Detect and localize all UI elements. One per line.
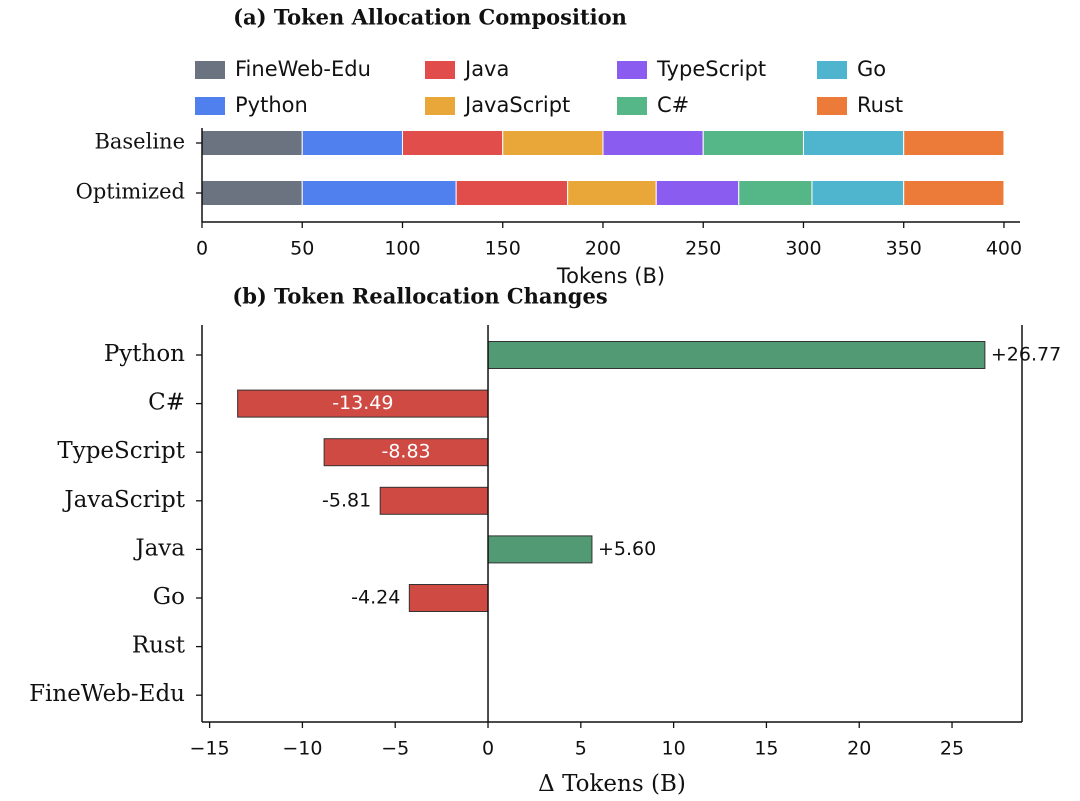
bar: [487, 535, 593, 564]
legend-label: JavaScript: [463, 93, 570, 117]
bar: [323, 438, 489, 467]
legend-label: C#: [657, 93, 689, 117]
y-tick-label: Baseline: [94, 130, 185, 154]
x-tick-label: −5: [381, 738, 409, 760]
value-label: +5.60: [598, 538, 656, 560]
x-tick-label: 25: [940, 738, 964, 760]
x-tick-label: 10: [662, 738, 686, 760]
x-tick-label: 50: [290, 238, 314, 260]
x-tick-label: 150: [485, 238, 521, 260]
legend-swatch: [817, 61, 847, 79]
x-axis-label: Δ Tokens (B): [538, 771, 686, 797]
x-tick-label: 0: [482, 738, 494, 760]
value-label: -8.83: [381, 441, 430, 463]
legend-swatch: [425, 97, 455, 115]
bar-segment: [455, 180, 569, 206]
x-tick-label: −15: [190, 738, 230, 760]
x-tick-label: 100: [384, 238, 420, 260]
legend-label: TypeScript: [656, 57, 766, 81]
legend-label: Rust: [857, 93, 903, 117]
bar: [237, 389, 489, 418]
y-tick-label: JavaScript: [62, 487, 185, 513]
bar-segment: [903, 180, 1005, 206]
legend-swatch: [617, 97, 647, 115]
bar-segment: [802, 130, 905, 156]
y-tick-label: C#: [148, 390, 185, 416]
bar-segment: [602, 130, 704, 156]
legend-label: Go: [857, 57, 886, 81]
bar: [487, 341, 986, 369]
bar-segment: [567, 180, 657, 206]
x-tick-label: 200: [585, 238, 621, 260]
y-tick-label: Optimized: [76, 180, 185, 204]
y-tick-label: Python: [104, 341, 185, 367]
legend-label: Python: [235, 93, 308, 117]
x-tick-label: 20: [847, 738, 871, 760]
chart-title: (a) Token Allocation Composition: [233, 5, 627, 30]
y-tick-label: TypeScript: [57, 438, 185, 464]
x-tick-label: 15: [754, 738, 778, 760]
bar-segment: [301, 180, 457, 206]
x-tick-label: 400: [986, 238, 1022, 260]
x-axis-label: Tokens (B): [556, 264, 665, 288]
x-tick-label: 350: [886, 238, 922, 260]
bar-segment: [702, 130, 804, 156]
y-tick-label: Java: [133, 535, 185, 561]
x-tick-label: 250: [685, 238, 721, 260]
x-tick-label: 0: [196, 238, 208, 260]
y-tick-label: Go: [153, 584, 185, 610]
legend-label: FineWeb-Edu: [235, 57, 371, 81]
y-tick-label: Rust: [132, 633, 186, 659]
x-tick-label: 5: [575, 738, 587, 760]
bar: [408, 584, 489, 612]
bar-segment: [301, 130, 403, 156]
bar-segment: [738, 180, 813, 206]
bar-segment: [502, 130, 604, 156]
chart-title: (b) Token Reallocation Changes: [232, 284, 607, 309]
bar-segment: [903, 130, 1005, 156]
bar-segment: [655, 180, 740, 206]
legend-swatch: [425, 61, 455, 79]
x-tick-label: −10: [282, 738, 322, 760]
bar-segment: [201, 130, 303, 156]
value-label: -13.49: [332, 392, 393, 414]
value-label: -5.81: [322, 489, 371, 511]
value-label: -4.24: [351, 587, 400, 609]
legend-swatch: [195, 97, 225, 115]
bar-segment: [811, 180, 905, 206]
bar: [379, 486, 489, 515]
bar-segment: [401, 130, 504, 156]
legend-swatch: [817, 97, 847, 115]
bar-segment: [201, 180, 303, 206]
legend-swatch: [195, 61, 225, 79]
y-tick-label: FineWeb-Edu: [29, 681, 185, 707]
legend-swatch: [617, 61, 647, 79]
legend-label: Java: [463, 57, 509, 81]
value-label: +26.77: [991, 344, 1061, 366]
x-tick-label: 300: [785, 238, 821, 260]
